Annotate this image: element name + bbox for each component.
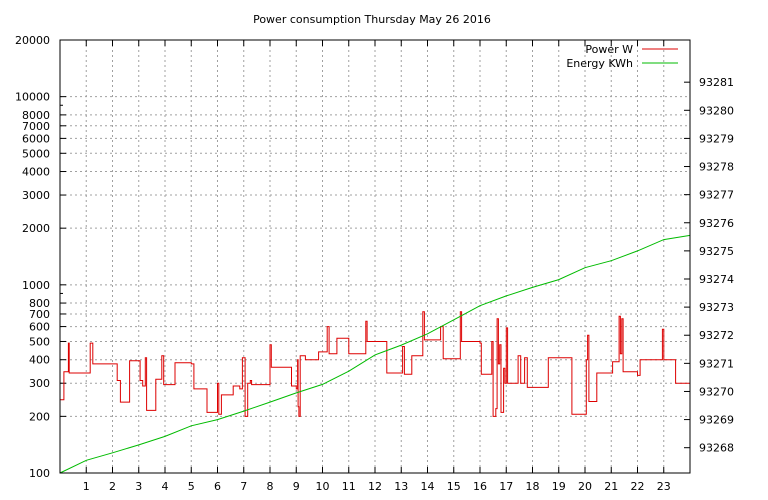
y-right-ticks: 93268 93269 93270 93271 93272 93273 93274 93275… xyxy=(684,76,734,455)
y-right-tick-label: 93271 xyxy=(699,357,734,370)
x-ticks: 1 2 3 4 5 6 7 8 9 10 11 12 13 14 15 16 17 18 19 20 21 22 23 xyxy=(83,40,671,493)
x-tick-label: 8 xyxy=(267,480,274,493)
y-left-tick-label: 400 xyxy=(29,354,50,367)
y-left-tick-label: 1000 xyxy=(22,279,50,292)
x-tick-label: 10 xyxy=(316,480,330,493)
x-tick-label: 3 xyxy=(135,480,142,493)
x-tick-label: 22 xyxy=(631,480,645,493)
y-left-tick-label: 100 xyxy=(29,467,50,480)
y-left-tick-label: 4000 xyxy=(22,166,50,179)
y-left-tick-label: 300 xyxy=(29,377,50,390)
y-right-tick-label: 93279 xyxy=(699,132,734,145)
y-left-tick-label: 6000 xyxy=(22,132,50,145)
series xyxy=(59,234,691,474)
grid xyxy=(60,40,690,473)
x-tick-label: 23 xyxy=(657,480,671,493)
chart-title: Power consumption Thursday May 26 2016 xyxy=(253,13,491,26)
legend-label-power: Power W xyxy=(585,43,633,56)
series-line-power xyxy=(60,311,690,417)
x-tick-label: 11 xyxy=(342,480,356,493)
y-right-tick-label: 93270 xyxy=(699,385,734,398)
x-tick-label: 6 xyxy=(214,480,221,493)
y-left-tick-label: 20000 xyxy=(15,34,50,47)
x-tick-label: 19 xyxy=(552,480,566,493)
y-right-tick-label: 93278 xyxy=(699,161,734,174)
y-right-tick-label: 93269 xyxy=(699,414,734,427)
series-line-energy xyxy=(59,234,691,474)
y-right-tick-label: 93274 xyxy=(699,273,734,286)
x-tick-label: 2 xyxy=(109,480,116,493)
y-left-tick-label: 2000 xyxy=(22,222,50,235)
y-right-tick-label: 93280 xyxy=(699,104,734,117)
y-left-tick-label: 600 xyxy=(29,321,50,334)
x-tick-label: 12 xyxy=(368,480,382,493)
y-left-tick-label: 5000 xyxy=(22,147,50,160)
y-left-tick-label: 10000 xyxy=(15,91,50,104)
y-left-tick-label: 700 xyxy=(29,308,50,321)
legend-label-energy: Energy KWh xyxy=(566,57,633,70)
x-tick-label: 21 xyxy=(604,480,618,493)
x-tick-label: 15 xyxy=(447,480,461,493)
x-tick-label: 5 xyxy=(188,480,195,493)
x-tick-label: 1 xyxy=(83,480,90,493)
plot-frame xyxy=(59,39,691,474)
x-tick-label: 14 xyxy=(421,480,435,493)
y-right-tick-label: 93268 xyxy=(699,442,734,455)
y-left-tick-label: 800 xyxy=(29,297,50,310)
x-tick-label: 9 xyxy=(293,480,300,493)
y-right-tick-label: 93272 xyxy=(699,329,734,342)
x-tick-label: 18 xyxy=(526,480,540,493)
x-tick-label: 4 xyxy=(162,480,169,493)
y-right-tick-label: 93277 xyxy=(699,189,734,202)
y-left-tick-label: 3000 xyxy=(22,189,50,202)
y-right-tick-label: 93275 xyxy=(699,245,734,258)
y-left-tick-label: 8000 xyxy=(22,109,50,122)
x-tick-label: 16 xyxy=(473,480,487,493)
x-tick-label: 7 xyxy=(240,480,247,493)
x-tick-label: 20 xyxy=(578,480,592,493)
y-left-tick-label: 500 xyxy=(29,335,50,348)
y-left-tick-label: 7000 xyxy=(22,120,50,133)
y-left-tick-label: 200 xyxy=(29,410,50,423)
x-tick-label: 17 xyxy=(499,480,513,493)
legend: Power W Energy KWh xyxy=(566,43,678,70)
y-right-tick-label: 93276 xyxy=(699,217,734,230)
y-right-tick-label: 93273 xyxy=(699,301,734,314)
y-right-tick-label: 93281 xyxy=(699,76,734,89)
x-tick-label: 13 xyxy=(394,480,408,493)
